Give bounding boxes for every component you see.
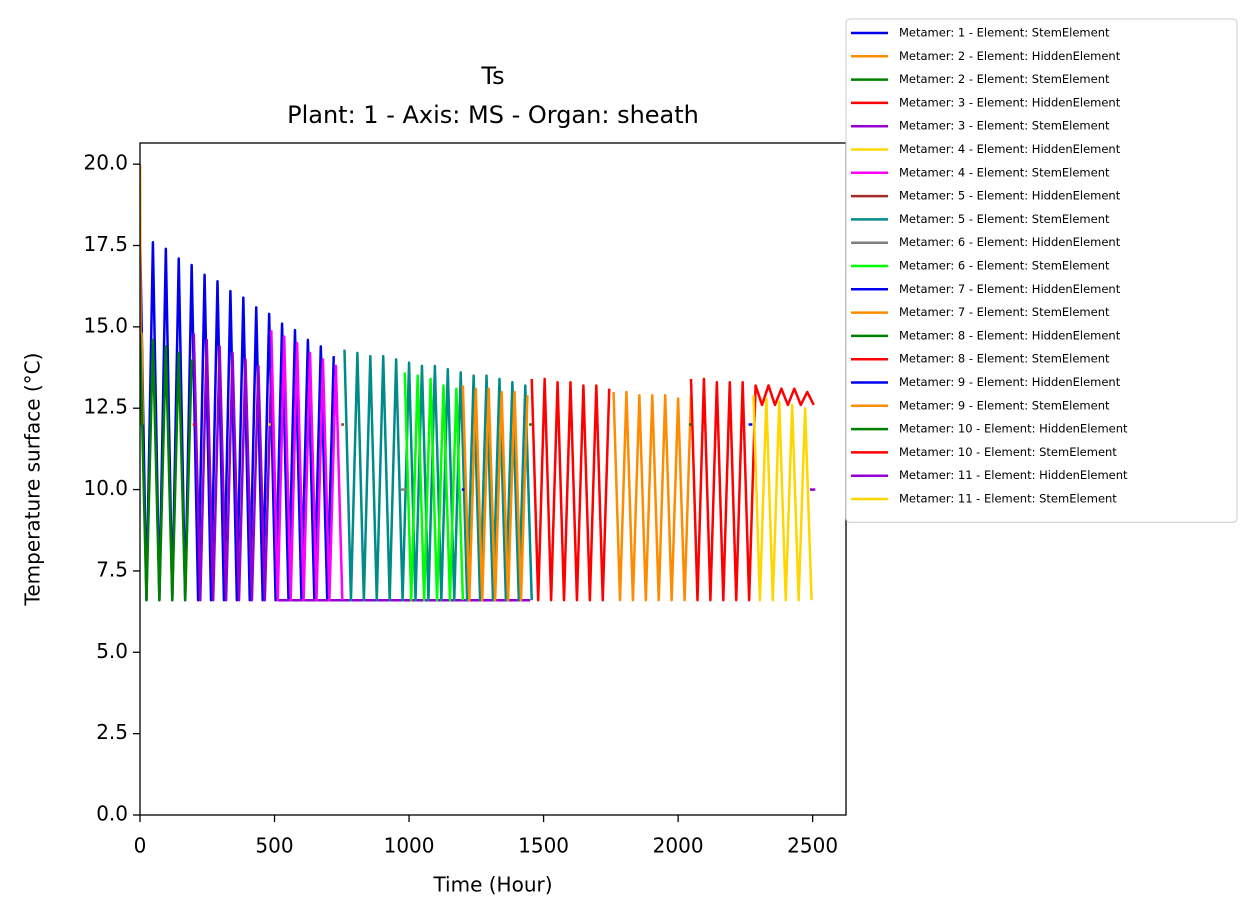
series-line	[140, 333, 193, 602]
legend-label: Metamer: 9 - Element: StemElement	[899, 398, 1110, 412]
legend-label: Metamer: 10 - Element: StemElement	[899, 445, 1117, 459]
legend-box	[845, 18, 1238, 523]
legend-label: Metamer: 11 - Element: HiddenElement	[899, 468, 1128, 482]
legend-label: Metamer: 8 - Element: HiddenElement	[899, 328, 1121, 342]
x-tick-label: 1000	[384, 834, 435, 858]
y-tick-label: 0.0	[96, 802, 128, 826]
series-line	[403, 372, 465, 602]
series-line	[270, 330, 344, 602]
legend-label: Metamer: 6 - Element: HiddenElement	[899, 235, 1121, 249]
y-tick-label: 12.5	[83, 395, 128, 419]
x-tick-label: 2000	[653, 834, 704, 858]
y-tick-label: 20.0	[83, 151, 128, 175]
legend-label: Metamer: 2 - Element: HiddenElement	[899, 49, 1121, 63]
legend-label: Metamer: 10 - Element: HiddenElement	[899, 422, 1128, 436]
y-tick-label: 17.5	[83, 232, 128, 256]
series-line	[530, 377, 611, 602]
legend-label: Metamer: 2 - Element: StemElement	[899, 72, 1110, 86]
series-line	[612, 390, 693, 602]
chart-title: Ts	[480, 62, 504, 90]
chart-subtitle: Plant: 1 - Axis: MS - Organ: sheath	[287, 101, 699, 129]
series-line	[461, 385, 529, 602]
legend-label: Metamer: 5 - Element: StemElement	[899, 212, 1110, 226]
legend-label: Metamer: 7 - Element: StemElement	[899, 305, 1110, 319]
series-line	[689, 377, 815, 602]
legend-label: Metamer: 11 - Element: StemElement	[899, 492, 1117, 506]
y-axis-label: Temperature surface (°C)	[21, 353, 45, 607]
legend-label: Metamer: 6 - Element: StemElement	[899, 259, 1110, 273]
x-tick-label: 1500	[518, 834, 569, 858]
series-line	[192, 333, 531, 602]
x-tick-label: 0	[134, 834, 147, 858]
x-tick-label: 500	[255, 834, 293, 858]
legend-label: Metamer: 1 - Element: StemElement	[899, 26, 1110, 40]
y-tick-label: 10.0	[83, 476, 128, 500]
x-tick-label: 2500	[787, 834, 838, 858]
legend-label: Metamer: 8 - Element: StemElement	[899, 352, 1110, 366]
y-tick-label: 2.5	[96, 720, 128, 744]
series-line	[752, 395, 813, 602]
legend-label: Metamer: 5 - Element: HiddenElement	[899, 189, 1121, 203]
y-tick-label: 15.0	[83, 313, 128, 337]
legend-label: Metamer: 4 - Element: StemElement	[899, 165, 1110, 179]
y-tick-label: 7.5	[96, 557, 128, 581]
legend-label: Metamer: 7 - Element: HiddenElement	[899, 282, 1121, 296]
legend-label: Metamer: 3 - Element: StemElement	[899, 119, 1110, 133]
y-tick-label: 5.0	[96, 639, 128, 663]
x-axis-label: Time (Hour)	[432, 873, 552, 897]
legend-label: Metamer: 4 - Element: HiddenElement	[899, 142, 1121, 156]
legend-label: Metamer: 9 - Element: HiddenElement	[899, 375, 1121, 389]
plot-lines	[140, 164, 816, 602]
legend-label: Metamer: 3 - Element: HiddenElement	[899, 95, 1121, 109]
